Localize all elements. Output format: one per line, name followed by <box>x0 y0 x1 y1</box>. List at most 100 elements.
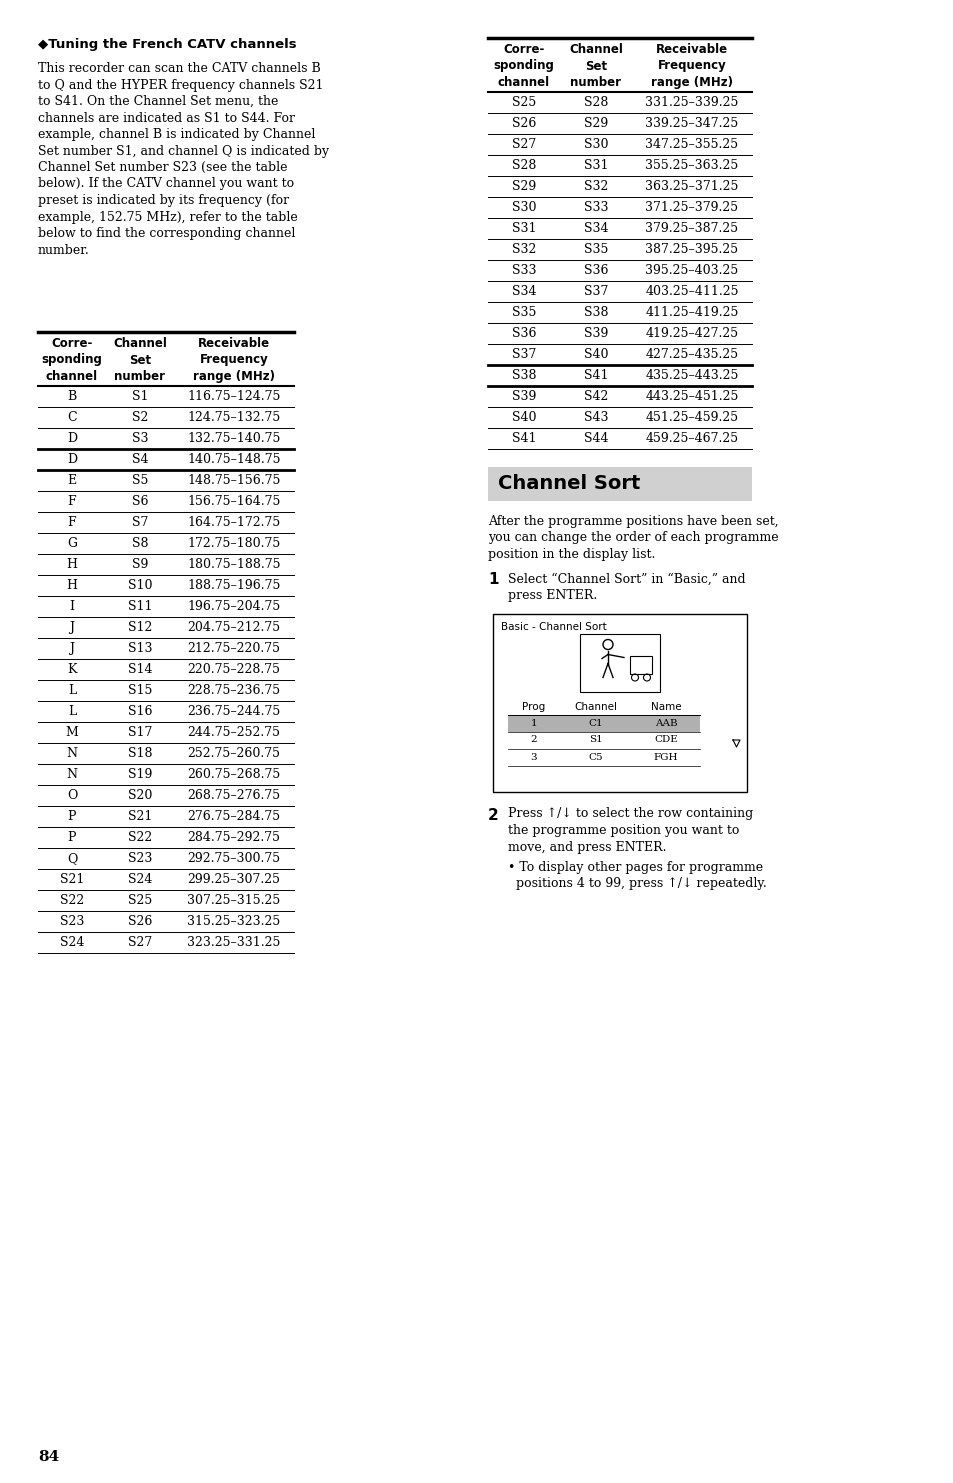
Text: S7: S7 <box>132 516 148 529</box>
Text: 339.25–347.25: 339.25–347.25 <box>644 117 738 131</box>
Text: S40: S40 <box>583 349 608 360</box>
Text: positions 4 to 99, press ↑/↓ repeatedly.: positions 4 to 99, press ↑/↓ repeatedly. <box>507 878 766 890</box>
Text: F: F <box>68 516 76 529</box>
Text: ◆Tuning the French CATV channels: ◆Tuning the French CATV channels <box>38 39 296 50</box>
Text: C5: C5 <box>588 752 602 761</box>
Text: F: F <box>68 495 76 509</box>
Text: S41: S41 <box>511 432 536 445</box>
Text: 132.75–140.75: 132.75–140.75 <box>187 432 280 445</box>
Text: 284.75–292.75: 284.75–292.75 <box>188 830 280 844</box>
Text: 387.25–395.25: 387.25–395.25 <box>645 243 738 257</box>
Text: G: G <box>67 537 77 550</box>
Text: 451.25–459.25: 451.25–459.25 <box>645 411 738 424</box>
Text: 3: 3 <box>530 752 537 761</box>
Text: S15: S15 <box>128 684 152 697</box>
Text: S19: S19 <box>128 768 152 782</box>
Text: 315.25–323.25: 315.25–323.25 <box>187 915 280 928</box>
Text: S10: S10 <box>128 578 152 592</box>
Text: O: O <box>67 789 77 802</box>
Text: C: C <box>67 411 77 424</box>
Text: S43: S43 <box>583 411 608 424</box>
Text: S11: S11 <box>128 601 152 612</box>
Text: L: L <box>68 684 76 697</box>
Text: S32: S32 <box>583 179 608 193</box>
Text: 140.75–148.75: 140.75–148.75 <box>187 452 280 466</box>
Text: J: J <box>70 642 74 655</box>
Text: S22: S22 <box>60 894 84 908</box>
Text: Receivable
Frequency
range (MHz): Receivable Frequency range (MHz) <box>650 43 732 89</box>
Text: S35: S35 <box>511 305 536 319</box>
Text: Channel Sort: Channel Sort <box>497 475 639 492</box>
Bar <box>507 715 700 731</box>
Text: 2: 2 <box>530 736 537 744</box>
Text: S4: S4 <box>132 452 148 466</box>
Text: S9: S9 <box>132 558 148 571</box>
Text: 363.25–371.25: 363.25–371.25 <box>644 179 738 193</box>
Text: you can change the order of each programme: you can change the order of each program… <box>488 531 778 544</box>
Text: P: P <box>68 830 76 844</box>
Bar <box>488 467 751 501</box>
Text: Basic - Channel Sort: Basic - Channel Sort <box>500 621 606 632</box>
Text: N: N <box>67 768 77 782</box>
Text: S44: S44 <box>583 432 608 445</box>
Text: S39: S39 <box>511 390 536 403</box>
Bar <box>579 633 659 691</box>
Text: Corre-
sponding
channel: Corre- sponding channel <box>42 337 102 383</box>
Text: press ENTER.: press ENTER. <box>507 589 597 602</box>
Text: S41: S41 <box>583 369 608 383</box>
Text: 204.75–212.75: 204.75–212.75 <box>187 621 280 635</box>
Text: S34: S34 <box>583 222 608 234</box>
Text: B: B <box>68 390 76 403</box>
Text: P: P <box>68 810 76 823</box>
Text: below). If the CATV channel you want to: below). If the CATV channel you want to <box>38 178 294 190</box>
Text: S23: S23 <box>60 915 84 928</box>
Text: S27: S27 <box>128 936 152 949</box>
Text: 260.75–268.75: 260.75–268.75 <box>187 768 280 782</box>
Text: E: E <box>68 475 76 486</box>
Text: preset is indicated by its frequency (for: preset is indicated by its frequency (fo… <box>38 194 289 208</box>
Text: 220.75–228.75: 220.75–228.75 <box>188 663 280 676</box>
Text: 307.25–315.25: 307.25–315.25 <box>187 894 280 908</box>
Text: CDE: CDE <box>654 736 678 744</box>
Text: Receivable
Frequency
range (MHz): Receivable Frequency range (MHz) <box>193 337 274 383</box>
Text: 212.75–220.75: 212.75–220.75 <box>188 642 280 655</box>
Text: S37: S37 <box>583 285 608 298</box>
Text: S42: S42 <box>583 390 608 403</box>
Text: S36: S36 <box>511 326 536 340</box>
Text: Name: Name <box>650 701 680 712</box>
Text: S28: S28 <box>583 96 608 108</box>
Text: D: D <box>67 452 77 466</box>
Text: S18: S18 <box>128 747 152 759</box>
Text: S26: S26 <box>128 915 152 928</box>
Text: 196.75–204.75: 196.75–204.75 <box>187 601 280 612</box>
Text: 228.75–236.75: 228.75–236.75 <box>187 684 280 697</box>
Text: S37: S37 <box>511 349 536 360</box>
Text: S20: S20 <box>128 789 152 802</box>
Text: S25: S25 <box>512 96 536 108</box>
Text: S36: S36 <box>583 264 608 277</box>
Text: S30: S30 <box>511 202 536 214</box>
Text: D: D <box>67 432 77 445</box>
Text: 347.25–355.25: 347.25–355.25 <box>645 138 738 151</box>
Text: I: I <box>70 601 74 612</box>
Text: Q: Q <box>67 853 77 865</box>
Text: 156.75–164.75: 156.75–164.75 <box>187 495 280 509</box>
Text: below to find the corresponding channel: below to find the corresponding channel <box>38 227 295 240</box>
Text: S8: S8 <box>132 537 148 550</box>
Text: H: H <box>67 578 77 592</box>
Text: S21: S21 <box>60 873 84 885</box>
Text: S12: S12 <box>128 621 152 635</box>
Text: S28: S28 <box>511 159 536 172</box>
Text: to S41. On the Channel Set menu, the: to S41. On the Channel Set menu, the <box>38 95 278 108</box>
Text: Channel: Channel <box>574 701 617 712</box>
Text: S26: S26 <box>511 117 536 131</box>
Text: S13: S13 <box>128 642 152 655</box>
Text: S29: S29 <box>512 179 536 193</box>
Text: S1: S1 <box>589 736 602 744</box>
Text: 244.75–252.75: 244.75–252.75 <box>188 727 280 739</box>
Text: 331.25–339.25: 331.25–339.25 <box>644 96 738 108</box>
Text: 172.75–180.75: 172.75–180.75 <box>187 537 280 550</box>
Text: 276.75–284.75: 276.75–284.75 <box>187 810 280 823</box>
Text: S22: S22 <box>128 830 152 844</box>
Text: 2: 2 <box>488 808 498 823</box>
